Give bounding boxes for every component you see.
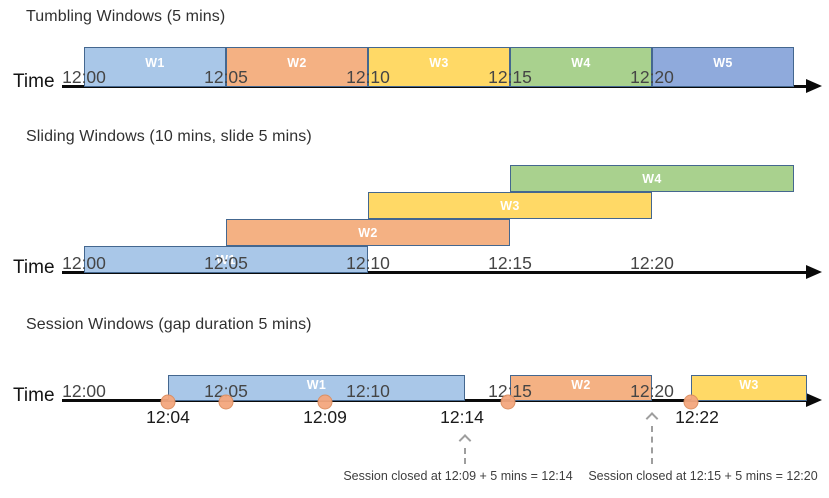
- tumbling-window-box: W4: [510, 47, 652, 87]
- sliding-window-label: W1: [216, 252, 236, 267]
- tumbling-time-axis-label: Time: [13, 71, 55, 92]
- session-window-box: W1: [168, 375, 465, 401]
- event-time-label: 12:09: [303, 407, 347, 427]
- sliding-window-label: W2: [358, 225, 378, 240]
- sliding-window-box: W3: [368, 192, 652, 219]
- event-time-label: 12:14: [440, 407, 484, 427]
- sliding-section-title: Sliding Windows (10 mins, slide 5 mins): [26, 128, 312, 145]
- sliding-axis-arrow-icon: [806, 265, 822, 279]
- tumbling-window-box: W2: [226, 47, 368, 87]
- session-section-title: Session Windows (gap duration 5 mins): [26, 316, 312, 333]
- tumbling-window-label: W1: [145, 56, 165, 70]
- sliding-window-label: W4: [642, 171, 662, 186]
- tumbling-window-box: W1: [84, 47, 226, 87]
- session-tick-label: 12:10: [346, 381, 390, 401]
- sliding-tick-label: 12:00: [62, 253, 106, 273]
- session-window-label: W1: [306, 378, 327, 392]
- tumbling-window-box: W3: [368, 47, 510, 87]
- session-closed-annotation: Session closed at 12:09 + 5 mins = 12:14: [343, 469, 573, 483]
- sliding-tick-label: 12:05: [204, 253, 248, 273]
- event-time-label: 12:04: [146, 407, 190, 427]
- tumbling-window-label: W3: [429, 56, 449, 70]
- event-dot: [683, 394, 699, 410]
- session-window-box: W2: [510, 375, 652, 401]
- session-tick-label: 12:00: [62, 381, 106, 401]
- tumbling-tick-label: 12:15: [488, 67, 532, 87]
- event-time-label: 12:22: [675, 407, 719, 427]
- sliding-window-label: W3: [500, 198, 520, 213]
- sliding-tick-label: 12:15: [488, 253, 532, 273]
- session-window-label: W3: [739, 378, 759, 392]
- session-tick-label: 12:15: [488, 381, 532, 401]
- session-time-axis-label: Time: [13, 385, 55, 406]
- tumbling-window-label: W2: [287, 56, 307, 70]
- callout-dashed-line: [464, 448, 466, 464]
- session-window-label: W2: [571, 378, 591, 392]
- callout-arrow-up-icon: [645, 412, 659, 425]
- tumbling-tick-label: 12:20: [630, 67, 674, 87]
- event-dot: [218, 394, 234, 410]
- session-tick-label: 12:20: [630, 381, 674, 401]
- tumbling-tick-label: 12:10: [346, 67, 390, 87]
- tumbling-window-box: W5: [652, 47, 794, 87]
- callout-dashed-line: [651, 426, 653, 464]
- tumbling-tick-label: 12:00: [62, 67, 106, 87]
- session-tick-label: 12:05: [204, 381, 248, 401]
- tumbling-window-label: W5: [713, 56, 733, 70]
- event-dot: [317, 394, 333, 410]
- session-axis-arrow-icon: [806, 393, 822, 407]
- sliding-tick-label: 12:20: [630, 253, 674, 273]
- sliding-time-axis: [62, 271, 808, 274]
- event-dot: [160, 394, 176, 410]
- sliding-time-axis-label: Time: [13, 257, 55, 278]
- event-dot: [500, 394, 516, 410]
- tumbling-window-label: W4: [571, 56, 591, 70]
- callout-arrow-up-icon: [458, 434, 472, 447]
- tumbling-axis-arrow-icon: [806, 79, 822, 93]
- tumbling-tick-label: 12:05: [204, 67, 248, 87]
- session-window-box: W3: [691, 375, 807, 401]
- sliding-window-box: W1: [84, 246, 368, 273]
- sliding-window-box: W2: [226, 219, 510, 246]
- sliding-tick-label: 12:10: [346, 253, 390, 273]
- tumbling-section-title: Tumbling Windows (5 mins): [26, 8, 226, 25]
- sliding-window-box: W4: [510, 165, 794, 192]
- session-closed-annotation: Session closed at 12:15 + 5 mins = 12:20: [588, 469, 818, 483]
